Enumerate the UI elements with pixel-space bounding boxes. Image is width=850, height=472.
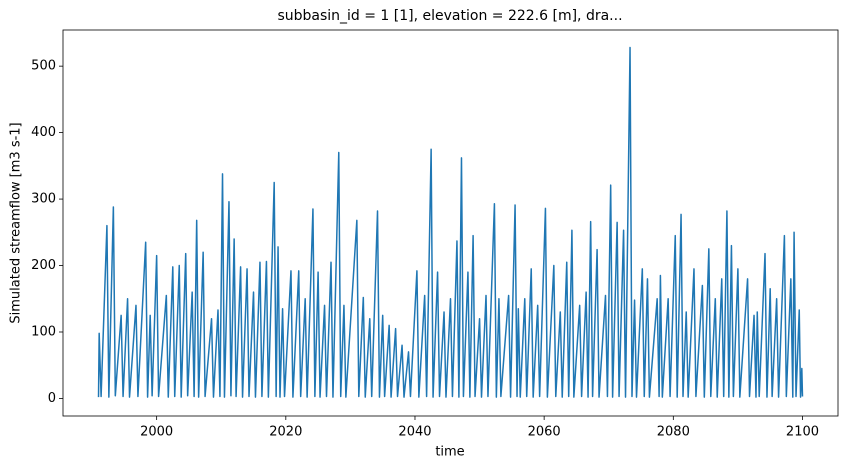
x-tick-label: 2000 <box>140 425 173 440</box>
x-tick-label: 2020 <box>269 425 302 440</box>
x-axis-label: time <box>435 445 464 460</box>
y-tick-label: 100 <box>31 324 56 339</box>
x-tick-label: 2040 <box>398 425 431 440</box>
y-axis-label: Simulated streamflow [m3 s-1] <box>9 122 24 323</box>
plot-frame <box>62 29 839 417</box>
y-tick-label: 200 <box>31 258 56 273</box>
y-tick-label: 0 <box>48 391 56 406</box>
y-tick-label: 400 <box>31 125 56 140</box>
x-tick-label: 2060 <box>528 425 561 440</box>
x-tick-label: 2100 <box>786 425 819 440</box>
y-tick-label: 300 <box>31 192 56 207</box>
chart-title: subbasin_id = 1 [1], elevation = 222.6 [… <box>277 8 622 24</box>
streamflow-line <box>97 46 804 398</box>
x-tick-label: 2080 <box>657 425 690 440</box>
y-tick-label: 500 <box>31 59 56 74</box>
